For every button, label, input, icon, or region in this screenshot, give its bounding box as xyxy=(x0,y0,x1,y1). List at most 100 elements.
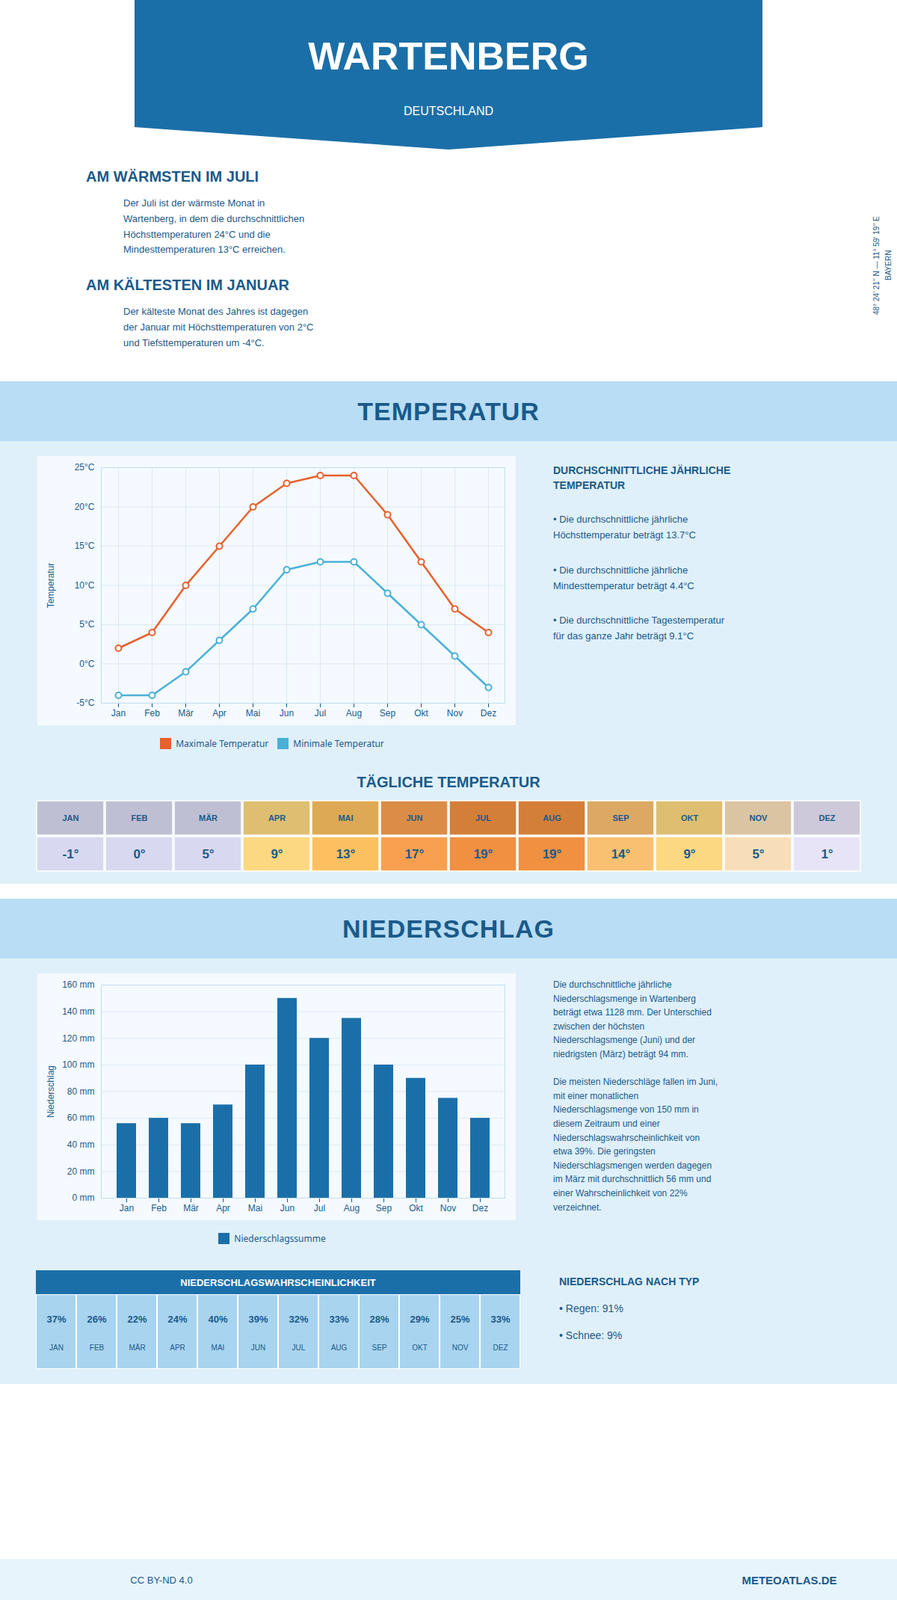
svg-text:JUL: JUL xyxy=(475,813,492,823)
svg-text:33%: 33% xyxy=(328,1313,349,1325)
svg-text:Sep: Sep xyxy=(379,707,397,719)
svg-text:MÄR: MÄR xyxy=(128,1343,146,1352)
svg-text:Jul: Jul xyxy=(313,1202,326,1214)
html-text:• Die durchschnittliche jährli: • Die durchschnittliche jährliche Höchst… xyxy=(553,513,696,541)
html-text:Der Juli ist der wärmste Monat: Der Juli ist der wärmste Monat in Warten… xyxy=(123,197,305,256)
svg-text:Temperatur: Temperatur xyxy=(45,562,57,609)
svg-text:60 mm: 60 mm xyxy=(67,1112,95,1123)
svg-text:Jan: Jan xyxy=(119,1202,134,1214)
svg-text:1°: 1° xyxy=(820,846,833,862)
svg-text:-1°: -1° xyxy=(62,846,80,862)
svg-text:MÄR: MÄR xyxy=(198,813,218,823)
svg-text:DEZ: DEZ xyxy=(819,813,836,823)
svg-text:AUG: AUG xyxy=(331,1343,348,1352)
svg-text:19°: 19° xyxy=(542,846,563,862)
svg-text:80 mm: 80 mm xyxy=(67,1086,95,1097)
svg-text:APR: APR xyxy=(169,1343,186,1352)
html-text:• Die durchschnittliche jährli: • Die durchschnittliche jährliche Mindes… xyxy=(553,564,695,591)
svg-text:37%: 37% xyxy=(46,1313,66,1325)
svg-text:Dez: Dez xyxy=(472,1202,489,1214)
svg-text:AUG: AUG xyxy=(542,813,561,823)
svg-text:28%: 28% xyxy=(369,1313,389,1325)
svg-text:NOV: NOV xyxy=(452,1343,469,1352)
svg-text:25%: 25% xyxy=(449,1313,470,1325)
svg-text:9°: 9° xyxy=(683,846,696,862)
svg-text:32%: 32% xyxy=(288,1313,308,1325)
svg-text:Jul: Jul xyxy=(314,707,326,719)
svg-text:10°C: 10°C xyxy=(74,580,95,591)
svg-text:Jun: Jun xyxy=(280,1202,295,1214)
html-text:DURCHSCHNITTLICHE JÄHRLICHE TE: DURCHSCHNITTLICHE JÄHRLICHE TEMPERATUR xyxy=(553,464,731,491)
svg-text:-5°C: -5°C xyxy=(76,697,95,708)
html-text:Der kälteste Monat des Jahres: Der kälteste Monat des Jahres ist dagege… xyxy=(123,305,314,349)
svg-text:JUN: JUN xyxy=(251,1343,266,1352)
html-text:• Die durchschnittliche Tagest: • Die durchschnittliche Tagestemperatur … xyxy=(553,614,725,642)
svg-text:Apr: Apr xyxy=(212,707,227,719)
svg-text:Jun: Jun xyxy=(279,707,294,719)
svg-text:5°: 5° xyxy=(751,846,764,862)
svg-text:120 mm: 120 mm xyxy=(62,1033,95,1044)
svg-text:13°: 13° xyxy=(336,846,356,862)
svg-text:OKT: OKT xyxy=(411,1343,428,1352)
svg-text:0°C: 0°C xyxy=(79,658,95,670)
html-text:NIEDERSCHLAG: NIEDERSCHLAG xyxy=(342,913,555,943)
svg-text:25°C: 25°C xyxy=(74,461,95,473)
svg-text:9°: 9° xyxy=(270,846,283,862)
svg-text:17°: 17° xyxy=(405,846,425,862)
svg-text:Mär: Mär xyxy=(183,1202,199,1214)
svg-text:Aug: Aug xyxy=(343,1202,360,1214)
svg-text:40 mm: 40 mm xyxy=(67,1139,95,1150)
svg-text:JAN: JAN xyxy=(62,813,79,823)
svg-text:15°C: 15°C xyxy=(74,540,95,551)
svg-text:APR: APR xyxy=(268,813,286,823)
svg-text:FEB: FEB xyxy=(131,813,149,823)
svg-text:NOV: NOV xyxy=(749,813,769,823)
svg-text:Jan: Jan xyxy=(111,707,126,719)
svg-text:MAI: MAI xyxy=(211,1343,225,1352)
html-text:WARTENBERG: WARTENBERG xyxy=(308,34,589,78)
svg-text:160 mm: 160 mm xyxy=(62,979,95,990)
svg-text:SEP: SEP xyxy=(612,813,629,823)
svg-text:40%: 40% xyxy=(207,1313,228,1325)
svg-text:0 mm: 0 mm xyxy=(72,1192,95,1203)
svg-text:Aug: Aug xyxy=(346,707,362,719)
svg-text:Dez: Dez xyxy=(480,707,497,719)
svg-text:5°: 5° xyxy=(201,846,214,862)
svg-text:39%: 39% xyxy=(248,1313,268,1325)
svg-text:24%: 24% xyxy=(167,1313,187,1325)
svg-text:Okt: Okt xyxy=(408,1202,424,1214)
svg-text:Mai: Mai xyxy=(245,707,261,719)
svg-text:Nov: Nov xyxy=(447,707,463,719)
svg-text:Nov: Nov xyxy=(440,1202,456,1214)
svg-text:SEP: SEP xyxy=(371,1343,387,1352)
svg-text:5°C: 5°C xyxy=(79,618,95,630)
svg-text:Sep: Sep xyxy=(375,1202,393,1214)
svg-text:14°: 14° xyxy=(611,846,631,862)
svg-text:Apr: Apr xyxy=(216,1202,231,1214)
svg-text:19°: 19° xyxy=(473,846,494,862)
svg-text:0°: 0° xyxy=(133,846,146,862)
svg-text:OKT: OKT xyxy=(680,813,699,823)
svg-text:JAN: JAN xyxy=(49,1343,64,1352)
svg-text:Feb: Feb xyxy=(144,707,160,719)
svg-text:Feb: Feb xyxy=(150,1202,167,1214)
svg-text:Mär: Mär xyxy=(177,707,194,719)
svg-text:20 mm: 20 mm xyxy=(67,1166,95,1177)
svg-text:22%: 22% xyxy=(127,1313,147,1325)
svg-text:FEB: FEB xyxy=(89,1343,105,1352)
svg-text:JUL: JUL xyxy=(292,1343,306,1352)
html-text:Die durchschnittliche jährlich: Die durchschnittliche jährliche Niedersc… xyxy=(553,979,718,1213)
svg-text:100 mm: 100 mm xyxy=(62,1059,95,1070)
html-text:TEMPERATUR: TEMPERATUR xyxy=(357,396,540,425)
svg-text:MAI: MAI xyxy=(337,813,353,823)
svg-text:Okt: Okt xyxy=(414,707,429,719)
svg-text:JUN: JUN xyxy=(405,813,423,823)
svg-text:29%: 29% xyxy=(409,1313,430,1325)
svg-text:26%: 26% xyxy=(86,1313,107,1325)
svg-text:Mai: Mai xyxy=(248,1202,263,1214)
svg-text:DEZ: DEZ xyxy=(493,1343,509,1352)
svg-text:20°C: 20°C xyxy=(74,501,95,513)
svg-text:33%: 33% xyxy=(490,1313,510,1325)
svg-text:Niederschlag: Niederschlag xyxy=(45,1065,57,1118)
svg-text:140 mm: 140 mm xyxy=(62,1006,95,1017)
